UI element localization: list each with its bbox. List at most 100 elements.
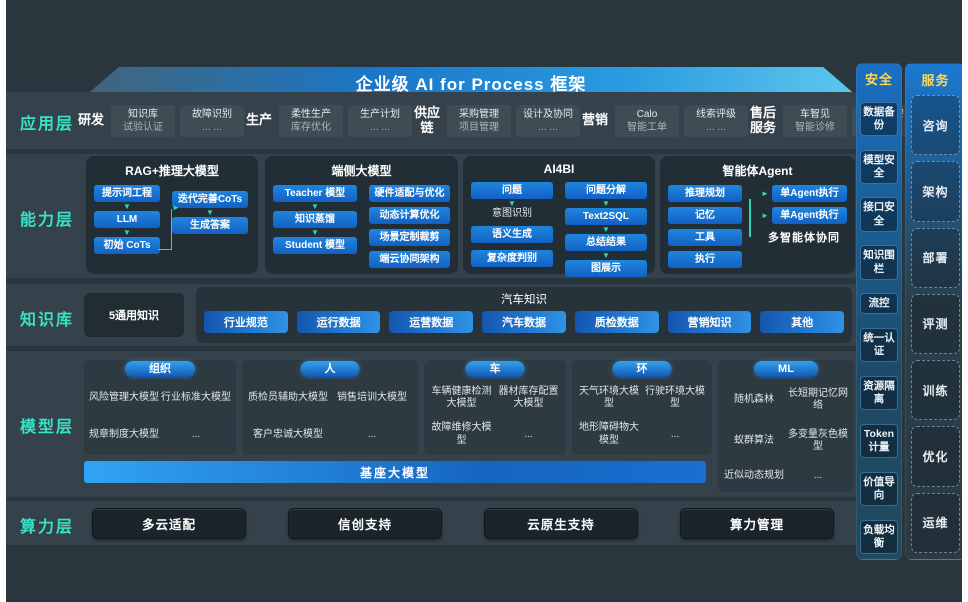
service-item: 运维	[911, 492, 960, 553]
service-item: 咨询	[911, 95, 960, 156]
model-cell: 蚁群算法	[734, 434, 774, 446]
flow-node: 复杂度判别	[471, 249, 553, 267]
flow-node: 单Agent执行	[771, 185, 847, 202]
service-item: 训练	[911, 360, 960, 421]
model-column-vehicle: 车 车辆健康检测大模型 器材库存配置大模型 故障维修大模型 ...	[424, 360, 566, 455]
arrow-down-icon: ▼	[602, 199, 610, 208]
knowledge-pill: 行业规范	[204, 311, 288, 333]
security-item: 数据备份	[860, 101, 898, 136]
auto-knowledge-box: 汽车知识 行业规范 运行数据 运营数据 汽车数据 质检数据 营销知识 其他	[196, 287, 852, 343]
app-item-line: ... ...	[538, 121, 558, 133]
security-item: 知识围栏	[860, 245, 898, 280]
flow-text: 意图识别	[492, 208, 532, 219]
app-item: 故障识别 ... ...	[180, 104, 244, 137]
app-item-line: 智能工单	[627, 121, 667, 133]
app-item: Calo 智能工单	[615, 104, 679, 137]
rag-flow-left: 提示词工程 ▼ LLM ▼ 初始 CoTs	[94, 185, 160, 254]
box-title: 智能体Agent	[722, 164, 793, 178]
flow-node: 问题分解	[565, 182, 647, 199]
app-item-line: 故障识别	[192, 108, 232, 120]
compute-item: 算力管理	[680, 508, 834, 539]
app-item: 设计及协同 ... ...	[516, 104, 580, 137]
app-item-line: Calo	[636, 108, 658, 120]
security-item: 资源隔离	[860, 375, 898, 411]
edge-model-box: 端侧大模型 Teacher 模型 ▼ 知识蒸馏 ▼ Student 模型 硬件适…	[265, 156, 458, 274]
arrow-down-icon: ▼	[311, 202, 319, 211]
model-cell: ...	[813, 469, 823, 481]
agent-caption: 多智能体协同	[768, 232, 840, 244]
model-column-organization: 组织 风险管理大模型 行业标准大模型 规章制度大模型 ...	[84, 360, 236, 455]
ai4bi-right: 问题分解 ▼ Text2SQL ▼ 总结结果 ▼ 图展示	[565, 182, 647, 277]
knowledge-layer-band: 知识库 5通用知识 汽车知识 行业规范 运行数据 运营数据 汽车数据 质检数据 …	[6, 284, 858, 346]
model-column-people: 人 质检员辅助大模型 销售培训大模型 客户忠诚大模型 ...	[242, 360, 418, 455]
box-title: AI4BI	[543, 162, 575, 176]
edge-list-right: 硬件适配与优化 动态计算优化 场景定制裁剪 端云协同架构	[369, 185, 450, 273]
flow-node: LLM	[94, 211, 160, 228]
app-group-name: 供应链	[413, 104, 440, 135]
model-cell: ...	[524, 428, 533, 440]
rag-reasoning-box: RAG+推理大模型 提示词工程 ▼ LLM ▼ 初始 CoTs ► 迭代完善Co…	[86, 156, 258, 274]
app-item-line: 库存优化	[291, 121, 331, 133]
app-item-line: ... ...	[202, 121, 222, 133]
compute-item: 云原生支持	[484, 508, 638, 539]
arrow-down-icon: ▼	[123, 228, 131, 237]
app-item-line: 设计及协同	[523, 108, 573, 120]
knowledge-pill: 运行数据	[296, 311, 381, 333]
arrow-down-icon: ▼	[508, 199, 516, 208]
layer-label-application: 应用层	[20, 116, 75, 133]
app-item: 知识库 试验认证	[111, 104, 175, 137]
flow-node: Text2SQL	[565, 208, 647, 225]
flow-node: 语义生成	[471, 225, 553, 243]
arrow-right-icon: ►	[172, 203, 180, 212]
model-column-environment: 环 天气环境大模型 行驶环境大模型 地形障碍物大模型 ...	[572, 360, 712, 455]
application-groups-row: 研发 知识库 试验认证 故障识别 ... ... 生产 柔性生产 库存优化 生产…	[76, 98, 916, 143]
knowledge-pill: 其他	[760, 311, 845, 333]
app-group-marketing: 营销 Calo 智能工单 线索评级 ... ...	[580, 104, 748, 137]
model-cell: 风险管理大模型	[89, 392, 159, 403]
security-item: Token计量	[860, 423, 898, 459]
flow-node: 单Agent执行	[771, 207, 847, 224]
app-item-line: 知识库	[128, 108, 158, 120]
model-cell: 质检员辅助大模型	[248, 392, 328, 403]
layer-label-compute: 算力层	[20, 519, 75, 536]
security-item: 价值导向	[860, 471, 898, 507]
rag-flow-right: 迭代完善CoTs ▼ 生成答案	[172, 191, 248, 254]
flow-node: 知识蒸馏	[273, 211, 357, 228]
app-group-production: 生产 柔性生产 库存优化 生产计划 ... ...	[244, 104, 412, 137]
flow-node: 迭代完善CoTs	[172, 191, 248, 208]
knowledge-pill: 质检数据	[574, 311, 659, 333]
security-title: 安全	[864, 72, 893, 87]
app-item-line: 生产计划	[360, 108, 400, 120]
app-item: 采购管理 项目管理	[447, 104, 511, 137]
app-item: 生产计划 ... ...	[348, 104, 412, 137]
model-cell: 规章制度大模型	[89, 428, 159, 440]
arrow-right-icon: ►	[761, 189, 769, 198]
model-column-header: ML	[754, 361, 818, 377]
app-item-line: 项目管理	[459, 121, 499, 133]
app-item-line: 线索评级	[696, 108, 736, 120]
model-cell: 长短期记忆网络	[788, 387, 848, 412]
knowledge-pills-row: 行业规范 运行数据 运营数据 汽车数据 质检数据 营销知识 其他	[204, 311, 845, 333]
service-item: 优化	[911, 426, 960, 487]
model-cell: 天气环境大模型	[579, 385, 639, 410]
service-title: 服务	[921, 73, 950, 88]
arrow-right-icon: ►	[761, 211, 769, 220]
security-item: 模型安全	[860, 149, 898, 184]
arrow-down-icon: ▼	[206, 208, 214, 217]
app-group-rd: 研发 知识库 试验认证 故障识别 ... ...	[76, 104, 244, 137]
model-cell: 地形障碍物大模型	[579, 422, 639, 446]
flow-node: 图展示	[565, 260, 647, 277]
app-item-line: ... ...	[370, 121, 390, 133]
flow-node: 初始 CoTs	[94, 237, 160, 254]
foundation-model-bar: 基座大模型	[84, 461, 706, 483]
app-group-name: 研发	[77, 112, 104, 128]
app-item-line: 试验认证	[123, 121, 163, 133]
flow-node: 总结结果	[565, 234, 647, 251]
arrow-down-icon: ▼	[602, 225, 610, 234]
capability-layer-band: 能力层 RAG+推理大模型 提示词工程 ▼ LLM ▼ 初始 CoTs ► 迭代…	[6, 154, 858, 278]
flow-node: 问题	[471, 182, 553, 199]
flow-node: Student 模型	[273, 237, 357, 254]
general-knowledge-box: 5通用知识	[84, 293, 184, 337]
list-node: 记忆	[668, 207, 742, 224]
ai4bi-box: AI4BI 问题 ▼ 意图识别 语义生成 复杂度判别 问题分解 ▼ Text2S…	[463, 156, 655, 277]
